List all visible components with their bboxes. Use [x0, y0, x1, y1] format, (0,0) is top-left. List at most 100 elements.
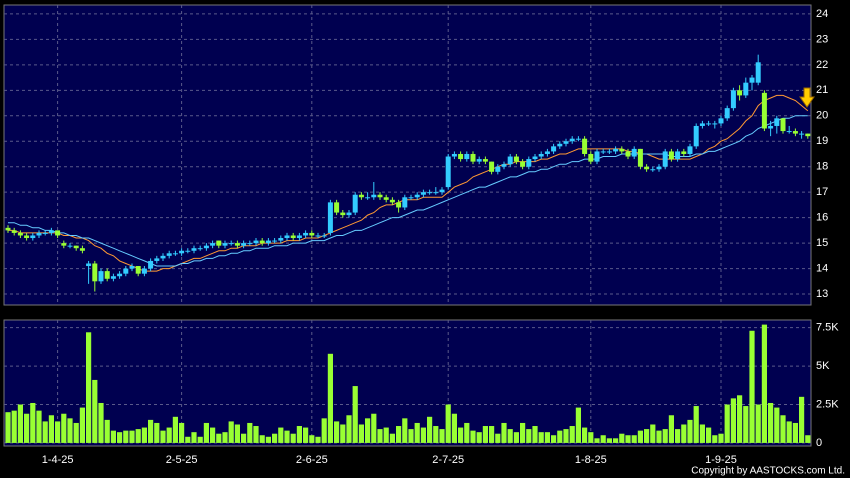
- candle-body: [92, 263, 98, 282]
- candle-body: [11, 230, 17, 233]
- candle-body: [451, 153, 457, 157]
- y-tick-label: 14: [816, 262, 828, 274]
- candle-body: [557, 143, 563, 147]
- candle-body: [613, 148, 619, 152]
- candle-body: [203, 245, 209, 249]
- volume-bar: [24, 413, 30, 443]
- candle-body: [309, 232, 315, 236]
- volume-bar: [569, 426, 575, 443]
- volume-bar: [365, 418, 371, 443]
- moving-average: [8, 94, 809, 272]
- x-tick-label: 2-6-25: [296, 454, 328, 466]
- candle-body: [445, 156, 451, 188]
- candle-body: [371, 194, 377, 198]
- candle-body: [358, 194, 364, 198]
- y-tick-label: 22: [816, 59, 828, 71]
- volume-bar: [464, 422, 470, 443]
- candle-body: [389, 199, 395, 203]
- candle-body: [799, 133, 805, 135]
- candle-body: [637, 148, 643, 167]
- volume-bar: [706, 427, 712, 443]
- candle-body: [414, 194, 420, 198]
- volume-bar: [551, 435, 557, 443]
- volume-bar: [451, 413, 457, 443]
- volume-bar: [730, 398, 736, 443]
- candle-body: [551, 146, 557, 152]
- y-tick-label: 23: [816, 33, 828, 45]
- candle-body: [241, 243, 247, 246]
- candle-body: [644, 166, 650, 170]
- y-tick-label: 17: [816, 186, 828, 198]
- volume-bar: [272, 433, 278, 443]
- candle-body: [625, 151, 631, 157]
- volume-bar: [296, 426, 302, 443]
- volume-bar: [588, 432, 594, 443]
- candle-body: [166, 253, 172, 256]
- volume-bar: [786, 421, 792, 443]
- y-tick-label: 16: [816, 212, 828, 224]
- volume-bar: [656, 430, 662, 443]
- candle-body: [805, 133, 811, 137]
- volume-bar: [470, 430, 476, 443]
- moving-average: [8, 115, 808, 267]
- candle-body: [458, 153, 464, 160]
- candle-body: [148, 260, 154, 269]
- volume-bar: [644, 429, 650, 443]
- volume-bar: [662, 429, 668, 443]
- candle-body: [253, 240, 259, 244]
- volume-bar: [774, 407, 780, 443]
- volume-bar: [526, 429, 532, 443]
- candle-body: [216, 240, 222, 246]
- candle-body: [284, 235, 290, 239]
- volume-bar: [507, 429, 513, 443]
- y-tick-label: 20: [816, 110, 828, 122]
- y-tick-label: 18: [816, 161, 828, 173]
- candle-body: [222, 243, 228, 246]
- volume-bar: [234, 424, 240, 443]
- volume-bar: [148, 419, 154, 443]
- y-tick-label: 21: [816, 84, 828, 96]
- candle-body: [675, 151, 681, 160]
- volume-bar: [520, 422, 526, 443]
- volume-bar: [625, 435, 631, 443]
- candle-body: [439, 189, 445, 193]
- volume-bar: [55, 421, 61, 443]
- x-tick-label: 1-8-25: [575, 454, 607, 466]
- candle-body: [594, 151, 600, 162]
- candle-body: [464, 153, 470, 160]
- candle-body: [104, 271, 110, 279]
- volume-bar: [358, 424, 364, 443]
- volume-bar: [247, 422, 253, 443]
- candle-body: [247, 243, 253, 245]
- candle-body: [737, 90, 743, 96]
- candle-body: [290, 235, 296, 239]
- volume-bar: [749, 330, 755, 443]
- volume-bar: [389, 433, 395, 443]
- volume-bar: [216, 433, 222, 443]
- candle-body: [588, 153, 594, 162]
- volume-bar: [191, 432, 197, 443]
- volume-bar: [681, 424, 687, 443]
- candle-body: [761, 92, 767, 129]
- y-tick-label: 15: [816, 237, 828, 249]
- candle-body: [334, 202, 340, 213]
- volume-bar: [532, 426, 538, 443]
- candle-body: [98, 271, 104, 282]
- candle-body: [296, 235, 302, 239]
- volume-bar: [402, 418, 408, 443]
- candle-body: [650, 169, 656, 171]
- candle-body: [433, 192, 439, 194]
- volume-bar: [241, 433, 247, 443]
- volume-bar: [346, 415, 352, 443]
- candle-body: [17, 232, 23, 236]
- volume-bar: [414, 422, 420, 443]
- signal-arrow: [799, 87, 815, 108]
- candle-body: [656, 166, 662, 170]
- candle-body: [5, 227, 11, 231]
- candle-body: [48, 230, 54, 233]
- volume-bar: [693, 406, 699, 443]
- volume-bar: [172, 416, 178, 443]
- candle-body: [321, 235, 327, 237]
- volume-bar: [675, 429, 681, 443]
